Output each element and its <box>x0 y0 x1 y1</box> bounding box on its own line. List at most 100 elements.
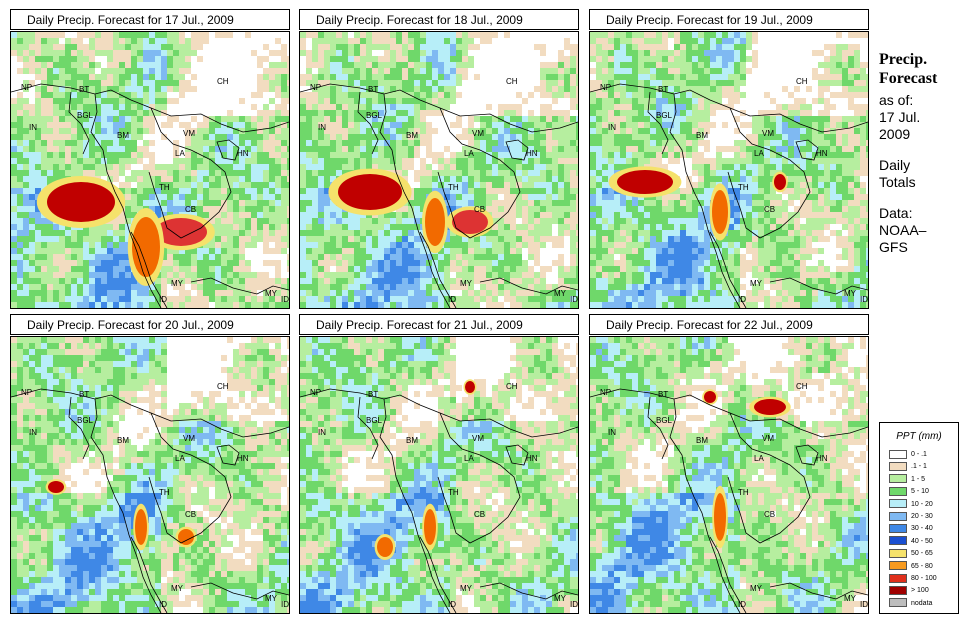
coastline <box>379 93 451 308</box>
region-label: CB <box>764 510 775 519</box>
legend-swatch <box>889 499 907 509</box>
coastline <box>709 536 747 613</box>
precip-map: NP BT IN BGL BM CH VM LA HN TH CB MY ID MY ID <box>299 336 579 614</box>
region-label: MY <box>171 584 184 593</box>
panel-title: Daily Precip. Forecast for 19 Jul., 2009 <box>589 9 869 30</box>
region-label: NP <box>600 388 611 397</box>
heavy-rain-core <box>424 509 436 545</box>
legend-swatch <box>889 573 907 583</box>
region-label: BM <box>696 436 708 445</box>
heavy-rain-core <box>338 174 402 210</box>
region-label: BM <box>117 131 129 140</box>
coastline <box>647 396 669 460</box>
region-label: MY <box>460 279 473 288</box>
region-label: BM <box>696 131 708 140</box>
region-label: MY <box>265 594 278 603</box>
region-label: VM <box>762 434 774 443</box>
heavy-rain-core <box>712 190 728 234</box>
coastline <box>479 582 578 600</box>
coastline <box>727 107 811 239</box>
legend: PPT (mm) 0 - .1 .1 - 1 1 - 5 5 - 10 10 - 20 2… <box>879 422 959 614</box>
region-label: LA <box>175 454 185 463</box>
coastline <box>130 231 168 308</box>
legend-item: 50 - 65 <box>889 548 933 559</box>
region-label: TH <box>738 488 749 497</box>
precip-map: NP BT IN BGL BM CH VM LA HN TH CB MY ID MY ID <box>299 31 579 309</box>
coastline <box>130 536 168 613</box>
heavy-rain-core <box>452 210 488 234</box>
totals-line1: Daily <box>879 157 911 173</box>
legend-label: 20 - 30 <box>911 513 933 520</box>
legend-swatch <box>889 536 907 546</box>
region-label: CH <box>217 77 229 86</box>
legend-label: 1 - 5 <box>911 475 926 483</box>
heavy-rain-core <box>47 182 115 222</box>
region-label: TH <box>448 183 459 192</box>
sidebar-title-line1: Precip. <box>879 51 928 68</box>
region-label: HN <box>526 454 538 463</box>
data-line3: GFS <box>879 239 908 255</box>
legend-label: .1 - 1 <box>911 463 927 471</box>
region-label: BGL <box>77 111 94 120</box>
coastline <box>148 412 232 544</box>
region-label: VM <box>472 129 484 138</box>
region-label: NP <box>21 83 32 92</box>
coastline <box>148 107 232 239</box>
legend-swatch <box>889 561 907 571</box>
region-label: MY <box>554 289 567 298</box>
region-label: IN <box>318 123 326 132</box>
legend-label: 10 - 20 <box>911 500 933 508</box>
coastline <box>90 93 162 308</box>
coastline <box>505 139 529 161</box>
legend-item: 40 - 50 <box>889 536 933 547</box>
region-label: ID <box>159 600 167 609</box>
region-label: MY <box>171 279 184 288</box>
coastline <box>419 231 457 308</box>
region-label: VM <box>472 434 484 443</box>
region-label: IN <box>608 428 616 437</box>
panel-title: Daily Precip. Forecast for 22 Jul., 2009 <box>589 314 869 335</box>
heavy-rain-core <box>465 381 475 393</box>
coastline <box>419 536 457 613</box>
region-label: CH <box>796 77 808 86</box>
region-label: CB <box>474 510 485 519</box>
legend-item: .1 - 1 <box>889 461 927 472</box>
region-label: CB <box>185 205 196 214</box>
region-label: BT <box>368 390 378 399</box>
region-label: HN <box>816 454 828 463</box>
legend-item: 10 - 20 <box>889 499 933 510</box>
region-label: IN <box>608 123 616 132</box>
region-label: CB <box>185 510 196 519</box>
coastline <box>216 444 240 466</box>
region-label: ID <box>738 295 746 304</box>
coastline <box>727 412 811 544</box>
heavy-rain-core <box>48 481 64 493</box>
region-label: BGL <box>366 111 383 120</box>
region-label: ID <box>860 295 868 304</box>
region-label: BT <box>79 85 89 94</box>
panel-title: Daily Precip. Forecast for 18 Jul., 2009 <box>299 9 579 30</box>
region-label: IN <box>29 123 37 132</box>
heavy-rain-core <box>714 493 726 541</box>
coastline <box>437 412 521 544</box>
panel-title: Daily Precip. Forecast for 20 Jul., 2009 <box>10 314 290 335</box>
region-label: LA <box>754 454 764 463</box>
region-label: BT <box>79 390 89 399</box>
region-label: MY <box>844 289 857 298</box>
legend-label: 0 - .1 <box>911 451 927 458</box>
region-label: HN <box>237 149 249 158</box>
region-label: MY <box>554 594 567 603</box>
precip-field <box>590 32 868 308</box>
region-label: CB <box>764 205 775 214</box>
legend-swatch <box>889 486 907 496</box>
panel-title: Daily Precip. Forecast for 21 Jul., 2009 <box>299 314 579 335</box>
heavy-rain-core <box>377 537 393 557</box>
coastline <box>357 396 379 460</box>
region-label: ID <box>159 295 167 304</box>
coastline <box>68 91 90 155</box>
precip-map: NP BT IN BGL BM CH VM LA HN TH CB MY ID MY ID <box>589 31 869 309</box>
